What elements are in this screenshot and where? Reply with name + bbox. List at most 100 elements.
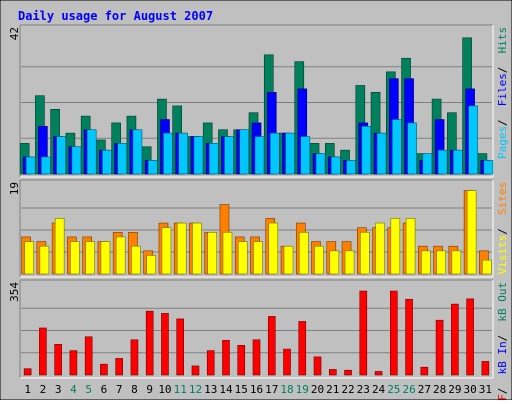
bar-kbytes-kb-f: [252, 339, 261, 376]
bar-visits-visits: [405, 218, 416, 275]
bar-kbytes-kb-f: [39, 327, 47, 376]
bar-hits-pages: [254, 136, 265, 175]
x-tick-label: 26: [402, 383, 415, 396]
bar-visits-visits: [24, 241, 34, 275]
y-max-label-hits: 42: [8, 27, 21, 40]
bar-kbytes-kb-f: [283, 348, 291, 376]
bar-kbytes-kb-f: [359, 290, 368, 376]
bar-hits-pages: [117, 143, 127, 175]
legend-separator: /: [496, 388, 509, 395]
bar-hits-pages: [163, 132, 173, 175]
bar-hits-pages: [224, 136, 234, 175]
bar-visits-visits: [54, 218, 65, 275]
x-tick-label: 3: [55, 383, 62, 396]
bar-hits-pages: [71, 146, 82, 175]
x-tick-label: 16: [250, 383, 263, 396]
legend-visits-visits: Visits: [496, 235, 509, 275]
bar-hits-pages: [102, 149, 112, 175]
bar-hits-pages: [315, 153, 326, 175]
bar-kbytes-kb-f: [222, 340, 230, 376]
bar-visits-visits: [39, 245, 50, 275]
bar-kbytes-kb-f: [161, 313, 169, 376]
bar-visits-visits: [360, 232, 370, 275]
bar-visits-visits: [115, 236, 126, 275]
x-tick-label: 28: [433, 383, 446, 396]
bar-visits-visits: [390, 218, 401, 275]
bar-kbytes-kb-f: [191, 365, 200, 376]
bar-visits-visits: [253, 241, 263, 275]
bar-visits-visits: [375, 222, 385, 275]
x-tick-label: 27: [418, 383, 431, 396]
legend-separator: /: [496, 228, 509, 235]
bar-kbytes-kb-f: [130, 339, 139, 376]
legend-kbytes-kb-in: kB In: [496, 341, 509, 374]
bar-kbytes-kb-f: [344, 369, 352, 376]
bar-hits-pages: [453, 149, 463, 175]
x-tick-label: 24: [372, 383, 386, 396]
y-max-label-visits: 19: [8, 182, 21, 195]
bar-kbytes-kb-f: [84, 336, 93, 376]
bar-kbytes-kb-f: [69, 350, 78, 376]
bar-kbytes-kb-f: [481, 361, 490, 376]
legend-visits-sites: Sites: [496, 182, 509, 215]
x-tick-label: 14: [219, 383, 233, 396]
x-tick-label: 10: [158, 383, 171, 396]
x-tick-label: 18: [280, 383, 293, 396]
bar-hits-pages: [178, 132, 189, 175]
x-tick-label: 12: [189, 383, 202, 396]
y-max-label-kbytes: 354: [8, 282, 21, 302]
bar-kbytes-kb-f: [298, 321, 307, 376]
x-tick-label: 4: [70, 383, 77, 396]
bar-visits-visits: [146, 255, 156, 275]
bar-kbytes-kb-f: [54, 344, 62, 376]
bar-kbytes-kb-f: [451, 303, 459, 376]
bar-hits-pages: [392, 119, 402, 175]
bar-hits-pages: [56, 136, 66, 175]
bar-visits-visits: [329, 250, 340, 275]
bar-hits-pages: [41, 156, 51, 175]
bar-kbytes-kb-f: [328, 369, 337, 376]
bar-visits-visits: [268, 222, 279, 275]
bar-kbytes-kb-f: [206, 350, 215, 376]
bar-hits-pages: [468, 105, 478, 175]
x-tick-label: 20: [311, 383, 324, 396]
bar-hits-pages: [300, 136, 311, 175]
x-tick-label: 9: [146, 383, 153, 396]
legend-hits-pages: Pages: [496, 126, 509, 159]
bar-hits-pages: [25, 156, 36, 175]
bar-hits-pages: [208, 143, 219, 175]
bar-visits-visits: [131, 245, 141, 275]
bar-visits-visits: [85, 241, 95, 275]
bar-hits-pages: [422, 153, 433, 175]
bar-hits-pages: [239, 129, 250, 175]
bar-visits-visits: [344, 250, 355, 275]
bar-visits-visits: [222, 232, 233, 275]
bar-kbytes-kb-f: [237, 345, 246, 376]
bar-kbytes-kb-f: [115, 358, 123, 376]
legend-separator: /: [496, 67, 509, 74]
x-tick-label: 30: [463, 383, 476, 396]
x-tick-label: 31: [479, 383, 492, 396]
bar-visits-visits: [70, 241, 80, 275]
bar-kbytes-kb-f: [100, 363, 108, 376]
bar-visits-visits: [283, 245, 294, 275]
x-tick-label: 22: [341, 383, 354, 396]
legend-hits-files: Files: [496, 73, 509, 106]
bar-kbytes-kb-f: [420, 366, 429, 376]
bar-visits-visits: [100, 241, 111, 275]
chart-title: Daily usage for August 2007: [18, 9, 213, 23]
bar-hits-pages: [407, 122, 417, 175]
bar-hits-pages: [346, 160, 356, 175]
bar-kbytes-kb-f: [23, 368, 32, 376]
x-tick-label: 17: [265, 383, 278, 396]
x-tick-label: 6: [101, 383, 108, 396]
bar-hits-pages: [132, 129, 143, 175]
bar-visits-visits: [176, 222, 187, 275]
bar-hits-pages: [330, 156, 341, 175]
bar-hits-pages: [437, 149, 448, 175]
bar-hits-pages: [361, 126, 372, 175]
bar-kbytes-kb-f: [145, 310, 154, 376]
x-tick-label: 11: [174, 383, 187, 396]
